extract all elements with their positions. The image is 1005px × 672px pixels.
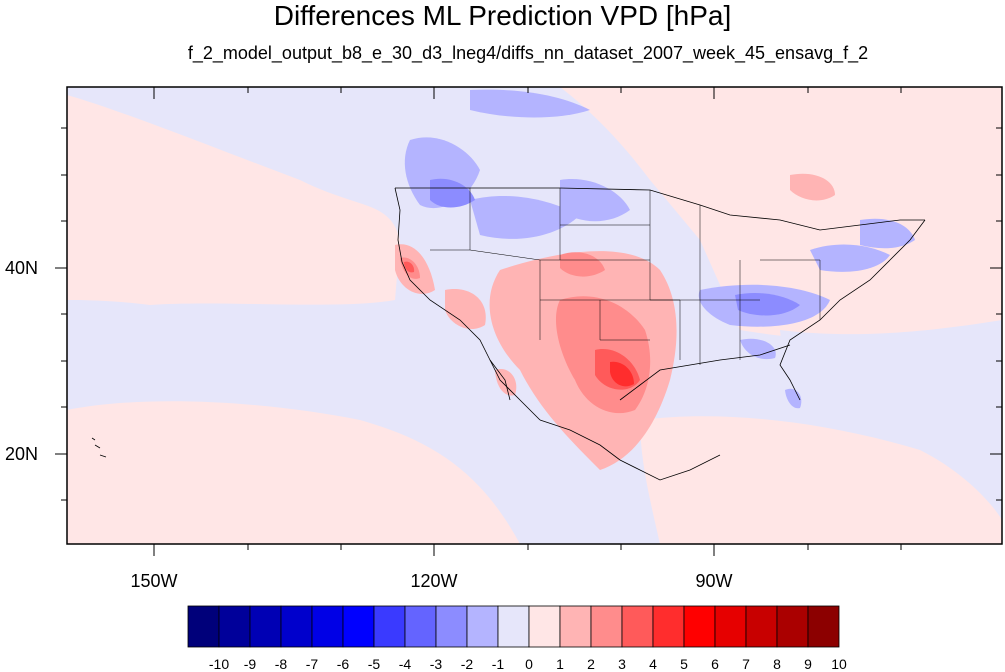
colorbar-swatch bbox=[621, 605, 654, 648]
colorbar-swatch bbox=[342, 605, 375, 648]
colorbar-swatch bbox=[590, 605, 623, 648]
colorbar-swatch bbox=[745, 605, 778, 648]
colorbar-swatch bbox=[280, 605, 313, 648]
colorbar-swatch bbox=[373, 605, 406, 648]
state-borders bbox=[430, 188, 821, 365]
colorbar-tick-label: -6 bbox=[337, 656, 350, 672]
map-panel bbox=[67, 87, 1002, 544]
colorbar-tick-label: -1 bbox=[492, 656, 505, 672]
lat-label-20n: 20N bbox=[5, 444, 38, 464]
map-title: Differences ML Prediction VPD [hPa] bbox=[273, 0, 732, 31]
colorbar-swatch bbox=[652, 605, 685, 648]
colorbar-swatch bbox=[714, 605, 747, 648]
colorbar: -10 -9 -8 -7 -6 -5 -4 -3 -2 -1 0 1 2 3 4 5 6 7 8 9 10 bbox=[187, 605, 847, 672]
colorbar-tick-label: 0 bbox=[525, 656, 533, 672]
colorbar-swatch bbox=[311, 605, 344, 648]
colorbar-tick-label: -9 bbox=[244, 656, 257, 672]
colorbar-tick-label: -3 bbox=[430, 656, 443, 672]
colorbar-tick-label: -2 bbox=[461, 656, 474, 672]
colorbar-swatch bbox=[249, 605, 282, 648]
colorbar-swatch bbox=[187, 605, 220, 648]
colorbar-swatch bbox=[807, 605, 840, 648]
colorbar-swatch bbox=[218, 605, 251, 648]
colorbar-swatch bbox=[466, 605, 499, 648]
map-frame bbox=[66, 86, 1003, 545]
colorbar-swatch bbox=[497, 605, 530, 648]
coastlines bbox=[394, 187, 926, 481]
colorbar-swatch bbox=[683, 605, 716, 648]
colorbar-tick-label: 1 bbox=[556, 656, 564, 672]
colorbar-tick-label: 7 bbox=[742, 656, 750, 672]
negative-anomaly-light bbox=[67, 300, 1002, 432]
colorbar-swatch bbox=[776, 605, 809, 648]
colorbar-tick-label: -10 bbox=[209, 656, 229, 672]
colorbar-tick-label: 9 bbox=[804, 656, 812, 672]
colorbar-tick-label: 6 bbox=[711, 656, 719, 672]
colorbar-tick-label: 10 bbox=[831, 656, 847, 672]
colorbar-tick-label: 3 bbox=[618, 656, 626, 672]
colorbar-tick-label: 5 bbox=[680, 656, 688, 672]
lon-label-90w: 90W bbox=[695, 571, 732, 591]
axis-ticks bbox=[55, 87, 1002, 556]
colorbar-swatch bbox=[435, 605, 468, 648]
lon-label-150w: 150W bbox=[130, 571, 177, 591]
colorbar-tick-label: 4 bbox=[649, 656, 657, 672]
map-subtitle: f_2_model_output_b8_e_30_d3_lneg4/diffs_… bbox=[187, 43, 869, 63]
colorbar-tick-label: 2 bbox=[587, 656, 595, 672]
negative-anomaly-strong bbox=[430, 178, 800, 316]
colorbar-swatch bbox=[559, 605, 592, 648]
lon-label-120w: 120W bbox=[410, 571, 457, 591]
colorbar-tick-label: -4 bbox=[399, 656, 412, 672]
positive-anomaly-max bbox=[404, 261, 640, 390]
colorbar-swatch bbox=[528, 605, 561, 648]
lat-label-40n: 40N bbox=[5, 258, 38, 278]
colorbar-tick-label: -5 bbox=[368, 656, 381, 672]
positive-anomaly-light bbox=[67, 87, 1002, 544]
colorbar-tick-label: -7 bbox=[306, 656, 319, 672]
colorbar-swatch bbox=[404, 605, 437, 648]
colorbar-tick-label: -8 bbox=[275, 656, 288, 672]
colorbar-tick-label: 8 bbox=[773, 656, 781, 672]
hawaii-islands bbox=[91, 437, 107, 458]
